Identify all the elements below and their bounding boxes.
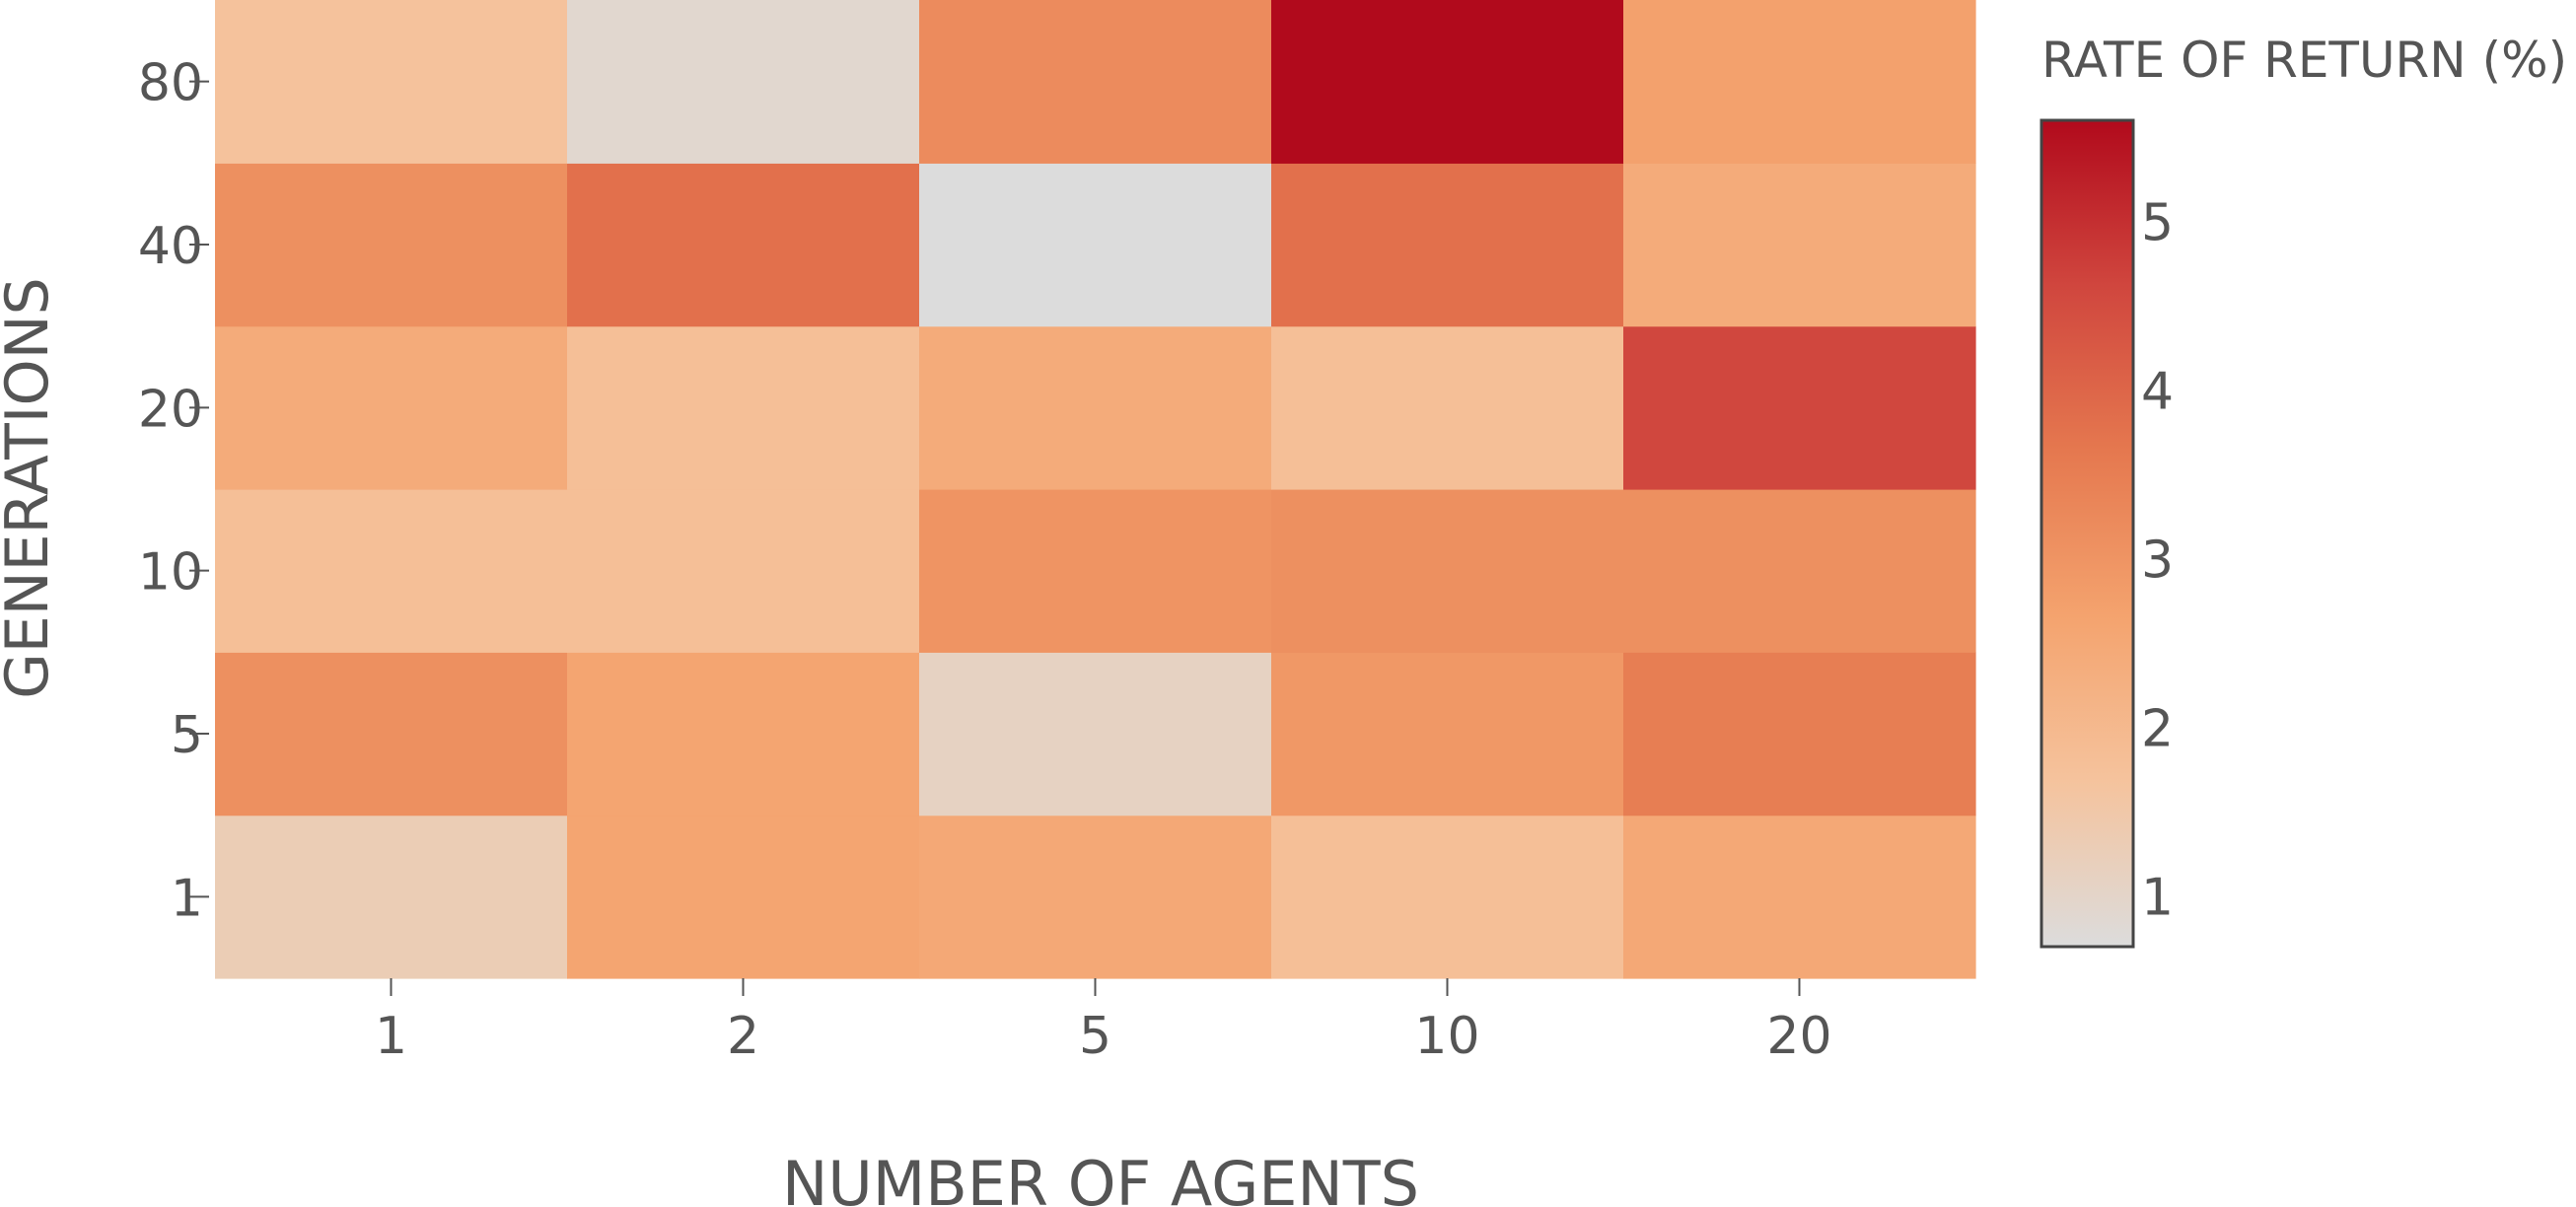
x-tick-label: 5 (1079, 1007, 1111, 1066)
heatmap-cell (215, 815, 568, 979)
heatmap-cell (919, 489, 1272, 653)
heatmap-cell (1623, 325, 1976, 490)
heatmap-cell (1271, 163, 1624, 327)
heatmap-cell (215, 652, 568, 816)
heatmap-cell (567, 163, 920, 327)
heatmap-cell (919, 815, 1272, 979)
heatmap-cell (919, 0, 1272, 164)
colorbar-ticks: 1 2 3 4 5 (2141, 194, 2174, 928)
heatmap-cells (215, 0, 1976, 979)
heatmap-cell (215, 0, 568, 164)
colorbar-title: RATE OF RETURN (%) (2041, 32, 2567, 89)
x-tick-label: 1 (375, 1007, 407, 1066)
heatmap-cell (1271, 0, 1624, 164)
y-tick-label: 1 (171, 869, 203, 928)
y-axis-ticks: 1 5 10 20 40 80 (138, 54, 209, 928)
x-axis-ticks: 1 2 5 10 20 (375, 978, 1832, 1066)
heatmap-cell (1623, 489, 1976, 653)
colorbar-tick-label: 1 (2141, 869, 2174, 928)
heatmap-cell (919, 325, 1272, 490)
heatmap-cell (1271, 652, 1624, 816)
heatmap-cell (567, 325, 920, 490)
heatmap-cell (215, 325, 568, 490)
x-tick-label: 2 (727, 1007, 759, 1066)
heatmap-cell (919, 652, 1272, 816)
heatmap-cell (567, 815, 920, 979)
colorbar-tick-label: 4 (2141, 363, 2174, 422)
colorbar-tick-label: 2 (2141, 700, 2174, 759)
colorbar-tick-label: 3 (2141, 532, 2174, 591)
y-tick-label: 10 (138, 543, 203, 603)
y-tick-label: 40 (138, 217, 203, 276)
y-axis-label: GENERATIONS (0, 277, 62, 698)
y-tick-label: 20 (138, 380, 203, 439)
heatmap-cell (1623, 815, 1976, 979)
heatmap-cell (567, 0, 920, 164)
heatmap-cell (1623, 0, 1976, 164)
heatmap-cell (567, 652, 920, 816)
x-axis-label: NUMBER OF AGENTS (782, 1148, 1419, 1207)
y-tick-label: 5 (171, 706, 203, 765)
x-tick-label: 10 (1414, 1007, 1479, 1066)
heatmap-cell (1271, 325, 1624, 490)
colorbar-tick-label: 5 (2141, 194, 2174, 253)
y-tick-label: 80 (138, 54, 203, 113)
heatmap-cell (919, 163, 1272, 327)
heatmap-cell (567, 489, 920, 653)
heatmap-cell (1623, 163, 1976, 327)
heatmap-cell (1271, 815, 1624, 979)
heatmap-cell (1623, 652, 1976, 816)
x-tick-label: 20 (1766, 1007, 1831, 1066)
colorbar (2039, 118, 2135, 949)
heatmap-cell (215, 489, 568, 653)
heatmap-cell (215, 163, 568, 327)
heatmap-cell (1271, 489, 1624, 653)
